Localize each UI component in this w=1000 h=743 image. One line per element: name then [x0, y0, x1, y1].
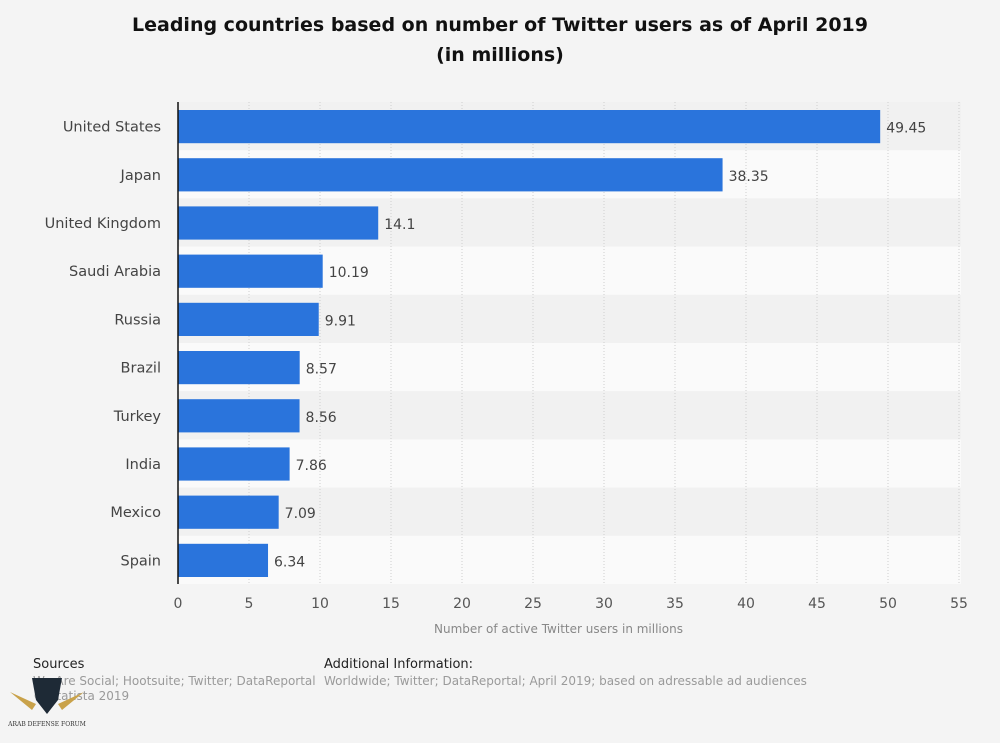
row-band [178, 535, 961, 584]
bar [178, 254, 323, 288]
value-label: 7.86 [296, 458, 327, 474]
row-band [178, 391, 961, 440]
row-band [178, 487, 961, 536]
value-label: 10.19 [329, 265, 369, 281]
category-label: Russia [114, 312, 161, 328]
value-label: 8.57 [306, 362, 337, 378]
value-label: 8.56 [306, 410, 337, 426]
value-label: 49.45 [886, 121, 926, 137]
bar [178, 206, 379, 240]
category-label: Saudi Arabia [69, 264, 161, 280]
additional-label: Additional Information: [324, 657, 474, 672]
value-label: 9.91 [325, 313, 356, 329]
sources-text: We Are Social; Hootsuite; Twitter; DataR… [33, 674, 316, 688]
category-label: Spain [120, 553, 161, 569]
category-label: United Kingdom [45, 216, 161, 232]
sources-label: Sources [33, 657, 85, 672]
x-tick-label: 5 [245, 596, 254, 612]
bar [178, 158, 723, 192]
x-axis-title: Number of active Twitter users in millio… [434, 622, 683, 636]
x-tick-label: 35 [666, 596, 684, 612]
watermark-logo: ARAB DEFENSE FORUM [8, 678, 86, 728]
category-label: Japan [120, 168, 161, 184]
x-tick-label: 40 [737, 596, 755, 612]
subtitle-text: (in millions) [436, 44, 564, 66]
bar [178, 495, 279, 529]
x-tick-label: 20 [453, 596, 471, 612]
category-label: United States [63, 120, 161, 136]
value-label: 38.35 [729, 169, 769, 185]
shield-icon [32, 678, 62, 714]
bar-chart: 0 5 10 15 20 25 30 35 40 45 50 55 United States 49.45… [45, 102, 968, 636]
x-tick-label: 10 [311, 596, 329, 612]
value-label: 7.09 [285, 506, 316, 522]
category-label: Mexico [110, 505, 161, 521]
value-label: 14.1 [384, 217, 415, 233]
category-label: Brazil [121, 361, 161, 377]
bar [178, 447, 290, 481]
additional-text: Worldwide; Twitter; DataReportal; April … [324, 674, 807, 688]
x-tick-label: 55 [950, 596, 968, 612]
bar [178, 399, 300, 433]
x-tick-label: 50 [879, 596, 897, 612]
bar [178, 351, 300, 385]
bar [178, 543, 269, 577]
title-text: Leading countries based on number of Twi… [132, 14, 868, 36]
x-tick-label: 15 [382, 596, 400, 612]
x-tick-label: 0 [174, 596, 183, 612]
sources-block: Sources We Are Social; Hootsuite; Twitte… [33, 657, 316, 704]
category-label: Turkey [113, 409, 162, 425]
bar [178, 302, 319, 336]
x-tick-label: 25 [524, 596, 542, 612]
category-label: India [125, 457, 161, 473]
bar [178, 110, 881, 144]
chart-title: Leading countries based on number of Twi… [0, 10, 1000, 70]
x-tick-label: 30 [595, 596, 613, 612]
row-band [178, 343, 961, 392]
row-band [178, 439, 961, 488]
value-label: 6.34 [274, 554, 305, 570]
watermark-text: ARAB DEFENSE FORUM [8, 721, 86, 728]
wings-icon [10, 692, 84, 710]
additional-info-block: Additional Information: Worldwide; Twitt… [324, 657, 807, 689]
x-tick-label: 45 [808, 596, 826, 612]
